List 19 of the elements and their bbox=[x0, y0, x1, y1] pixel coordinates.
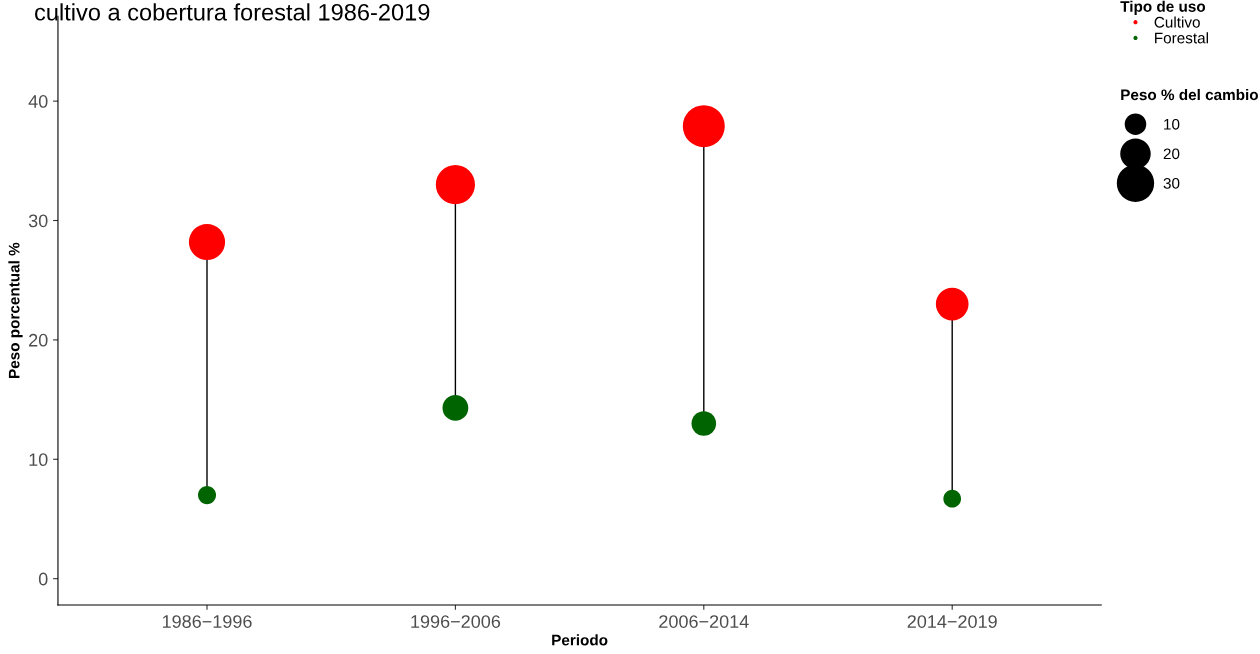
legend-label: Cultivo bbox=[1154, 16, 1200, 28]
y-axis-title: Peso porcentual % bbox=[8, 242, 23, 378]
x-tick-label: 1986−1996 bbox=[162, 615, 252, 628]
legend-label: 10 bbox=[1164, 118, 1180, 130]
legend-label: Forestal bbox=[1155, 32, 1208, 44]
x-tick-label: 2006−2014 bbox=[659, 615, 749, 628]
y-tick-label: 40 bbox=[28, 95, 48, 108]
y-tick-label: 20 bbox=[29, 333, 48, 347]
y-tick-label: 30 bbox=[28, 214, 48, 228]
y-tick-label: 0 bbox=[38, 572, 48, 586]
chart-title: cultivo a cobertura forestal 1986-2019 bbox=[35, 3, 430, 21]
y-tick-label: 10 bbox=[29, 453, 48, 467]
x-axis-title: Periodo bbox=[552, 634, 608, 646]
legend-title: Tipo de uso bbox=[1120, 0, 1206, 15]
text: Peso % del cambio bbox=[1121, 88, 1258, 101]
legend-label: 20 bbox=[1163, 148, 1180, 160]
x-tick-label: 1996−2006 bbox=[411, 615, 501, 628]
legend-label: 30 bbox=[1163, 177, 1180, 189]
x-tick-label: 2014−2019 bbox=[907, 615, 997, 628]
